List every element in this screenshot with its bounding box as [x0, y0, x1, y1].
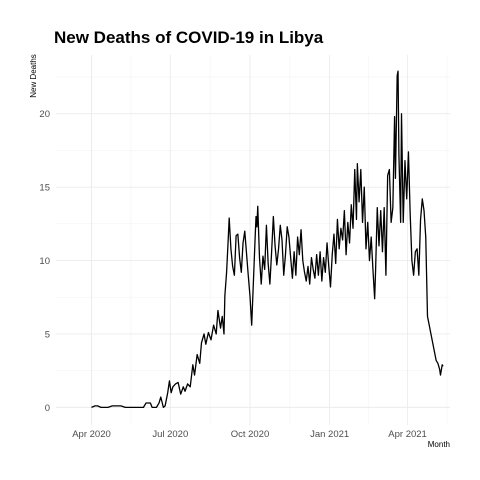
x-axis-label: Month: [428, 440, 450, 449]
x-tick-label: Jul 2020: [152, 429, 188, 440]
y-tick-label: 20: [39, 109, 50, 120]
grid: [56, 55, 450, 425]
y-axis-label: New Deaths: [29, 54, 38, 98]
x-tick-label: Apr 2020: [72, 429, 111, 440]
series-line-new-deaths: [91, 70, 444, 409]
y-tick-label: 0: [45, 403, 50, 414]
y-tick-label: 15: [39, 183, 50, 194]
y-tick-label: 5: [45, 329, 50, 340]
chart-title: New Deaths of COVID-19 in Libya: [54, 28, 324, 47]
x-tick-label: Apr 2021: [388, 429, 427, 440]
y-tick-label: 10: [39, 256, 50, 267]
x-tick-label: Jan 2021: [310, 429, 349, 440]
x-tick-label: Oct 2020: [231, 429, 270, 440]
axis-ticks: 0 5 10 15 20 Apr 2020 Jul 2020 Oct 2020 Jan 2021…: [39, 109, 426, 440]
